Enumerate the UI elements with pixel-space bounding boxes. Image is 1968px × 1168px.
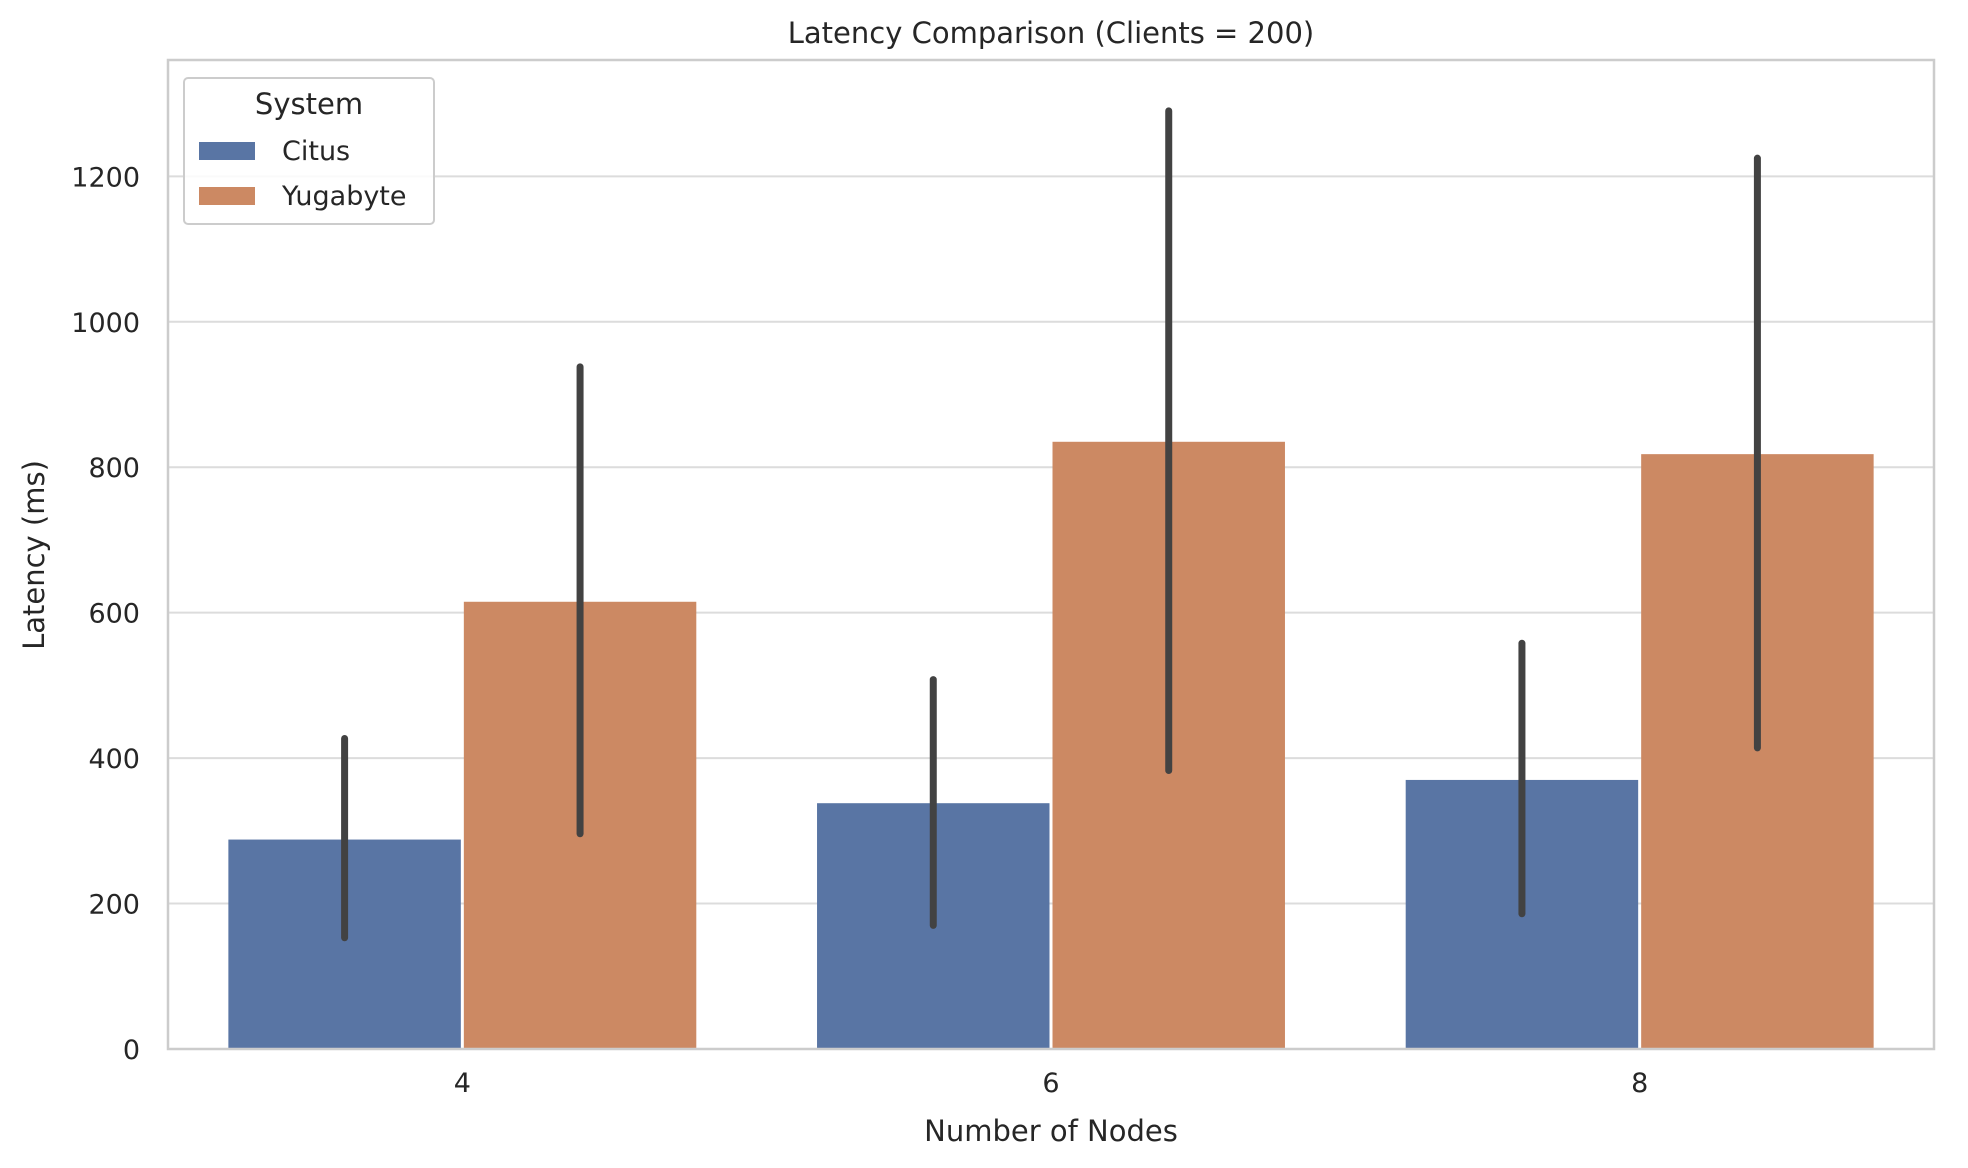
y-tick-200: 200: [88, 890, 140, 921]
plot-frame: [166, 58, 1936, 1051]
y-axis-label: Latency (ms): [17, 460, 51, 650]
y-tick-1200: 1200: [71, 162, 140, 193]
x-axis-label: Number of Nodes: [924, 1114, 1178, 1148]
error-bars: [341, 107, 1761, 942]
legend-title: System: [255, 87, 363, 121]
y-tick-1000: 1000: [71, 308, 140, 339]
legend-swatch-yugabyte: [199, 187, 255, 205]
y-tick-600: 600: [88, 599, 140, 630]
legend-swatch-citus: [199, 142, 255, 160]
y-tick-0: 0: [123, 1035, 140, 1066]
y-tick-800: 800: [88, 453, 140, 484]
legend-label-yugabyte: Yugabyte: [281, 181, 407, 212]
x-tick-4: 4: [454, 1068, 471, 1099]
legend-label-citus: Citus: [282, 136, 350, 167]
x-tick-labels: 4 6 8: [454, 1068, 1649, 1099]
chart-title: Latency Comparison (Clients = 200): [788, 16, 1314, 50]
y-tick-400: 400: [88, 744, 140, 775]
x-tick-6: 6: [1042, 1068, 1059, 1099]
x-tick-8: 8: [1631, 1068, 1648, 1099]
plot-background: [168, 60, 1934, 1049]
y-tick-labels: 0 200 400 600 800 1000 1200: [71, 162, 140, 1066]
legend: System Citus Yugabyte: [183, 77, 435, 225]
